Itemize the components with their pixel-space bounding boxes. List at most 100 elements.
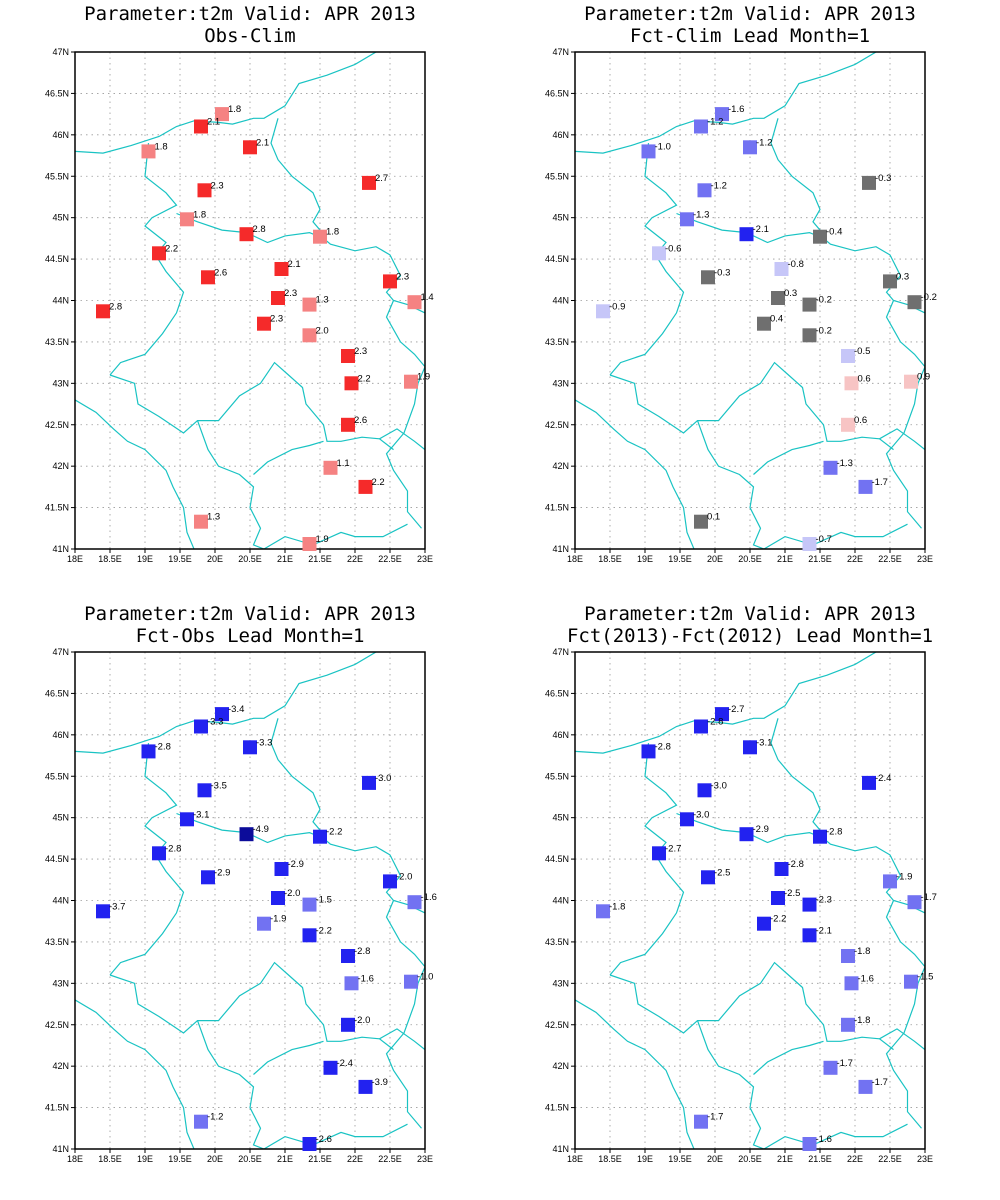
- border-line: [763, 523, 908, 549]
- station-marker: [680, 812, 694, 827]
- station-value-label: -2.8: [354, 946, 370, 957]
- border-line: [885, 900, 925, 1129]
- station-marker: [697, 783, 712, 798]
- border-line: [885, 300, 925, 529]
- station-marker: [197, 783, 212, 798]
- lon-tick-label: 19.5E: [668, 554, 692, 564]
- station-marker: [383, 274, 397, 289]
- station-marker: [715, 107, 729, 122]
- station-marker: [323, 460, 338, 475]
- station-value-label: 2.8: [253, 224, 266, 235]
- panel-subtitle: Fct(2013)-Fct(2012) Lead Month=1: [567, 625, 933, 647]
- station-marker: [341, 1017, 355, 1032]
- station-marker: [358, 479, 373, 494]
- station-marker: [680, 212, 694, 227]
- lat-tick-label: 42.5N: [545, 1020, 569, 1030]
- station-value-label: 0.1: [707, 512, 720, 523]
- lon-tick-label: 21E: [777, 1154, 793, 1164]
- station-value-label: -1.8: [854, 1015, 870, 1026]
- station-value-label: 1.9: [316, 534, 329, 545]
- station-marker: [823, 1060, 838, 1075]
- border-line: [696, 1020, 765, 1149]
- station-value-label: -1.5: [917, 972, 933, 983]
- lon-tick-label: 18E: [67, 1154, 83, 1164]
- lon-tick-label: 21.5E: [308, 1154, 332, 1164]
- station-marker: [141, 744, 156, 759]
- station-value-label: 2.7: [375, 173, 388, 184]
- station-marker: [652, 246, 666, 261]
- station-marker: [743, 740, 757, 755]
- lat-tick-label: 47N: [552, 47, 569, 57]
- lat-tick-label: 41.5N: [45, 503, 69, 513]
- station-marker: [274, 262, 289, 276]
- station-value-label: -1.0: [417, 972, 433, 983]
- border-line: [75, 652, 377, 754]
- station-value-label: 1.8: [193, 209, 206, 220]
- lon-tick-label: 22E: [847, 554, 863, 564]
- lon-tick-label: 18.5E: [598, 1154, 622, 1164]
- lon-tick-label: 18.5E: [98, 1154, 122, 1164]
- lon-tick-label: 22E: [847, 1154, 863, 1164]
- station-value-label: -2.9: [288, 859, 304, 870]
- station-marker: [344, 376, 359, 391]
- station-value-label: -1.6: [728, 104, 744, 115]
- station-value-label: -1.0: [655, 141, 671, 152]
- station-value-label: 1.1: [337, 458, 350, 469]
- station-marker: [194, 1114, 208, 1129]
- lon-tick-label: 21.5E: [308, 554, 332, 564]
- lon-tick-label: 22E: [347, 554, 363, 564]
- station-value-label: -2.7: [728, 704, 744, 715]
- station-marker: [701, 270, 715, 285]
- lon-tick-label: 22.5E: [378, 1154, 402, 1164]
- lat-tick-label: 43N: [552, 978, 569, 988]
- station-marker: [652, 846, 666, 861]
- lon-tick-label: 18E: [567, 554, 583, 564]
- station-marker: [844, 376, 859, 391]
- station-marker: [841, 949, 855, 963]
- station-marker: [641, 144, 656, 159]
- station-value-label: 0.3: [784, 288, 797, 299]
- station-value-label: -3.3: [207, 717, 223, 728]
- station-marker: [274, 862, 289, 876]
- lat-tick-label: 45.5N: [45, 171, 69, 181]
- station-marker: [271, 291, 285, 305]
- station-marker: [180, 212, 194, 227]
- station-marker: [194, 119, 208, 134]
- station-value-label: -1.3: [837, 458, 853, 469]
- station-value-label: -2.0: [284, 888, 300, 899]
- station-marker: [243, 140, 257, 155]
- station-value-label: 2.3: [284, 288, 297, 299]
- border-line: [770, 718, 824, 835]
- station-value-label: -2.8: [826, 827, 842, 838]
- station-value-label: 2.6: [354, 415, 367, 426]
- station-value-label: -1.5: [316, 895, 332, 906]
- station-marker: [862, 775, 876, 790]
- station-marker: [715, 707, 729, 722]
- lon-tick-label: 21.5E: [808, 1154, 832, 1164]
- station-marker: [904, 374, 918, 389]
- station-marker: [383, 874, 397, 889]
- station-value-label: -1.2: [707, 117, 723, 128]
- border-line: [379, 1028, 425, 1051]
- lat-tick-label: 47N: [52, 47, 69, 57]
- border-line: [609, 361, 894, 451]
- station-value-label: -0.8: [788, 259, 804, 270]
- station-value-label: 2.1: [207, 117, 220, 128]
- lon-tick-label: 20E: [207, 554, 223, 564]
- station-value-label: -1.7: [872, 477, 888, 488]
- station-marker: [302, 897, 317, 912]
- lat-tick-label: 43N: [52, 378, 69, 388]
- station-value-label: -0.3: [875, 173, 891, 184]
- station-value-label: -3.0: [375, 773, 391, 784]
- lon-tick-label: 21E: [277, 1154, 293, 1164]
- station-marker: [257, 316, 271, 331]
- station-marker: [802, 297, 817, 312]
- lat-tick-label: 46.5N: [45, 688, 69, 698]
- station-value-label: 1.8: [326, 227, 339, 238]
- border-line: [263, 1123, 408, 1149]
- coastline-borders: [575, 52, 925, 549]
- station-value-label: -1.6: [858, 973, 874, 984]
- station-value-label: -1.7: [872, 1077, 888, 1088]
- lat-tick-label: 44.5N: [45, 254, 69, 264]
- station-marker: [362, 775, 376, 790]
